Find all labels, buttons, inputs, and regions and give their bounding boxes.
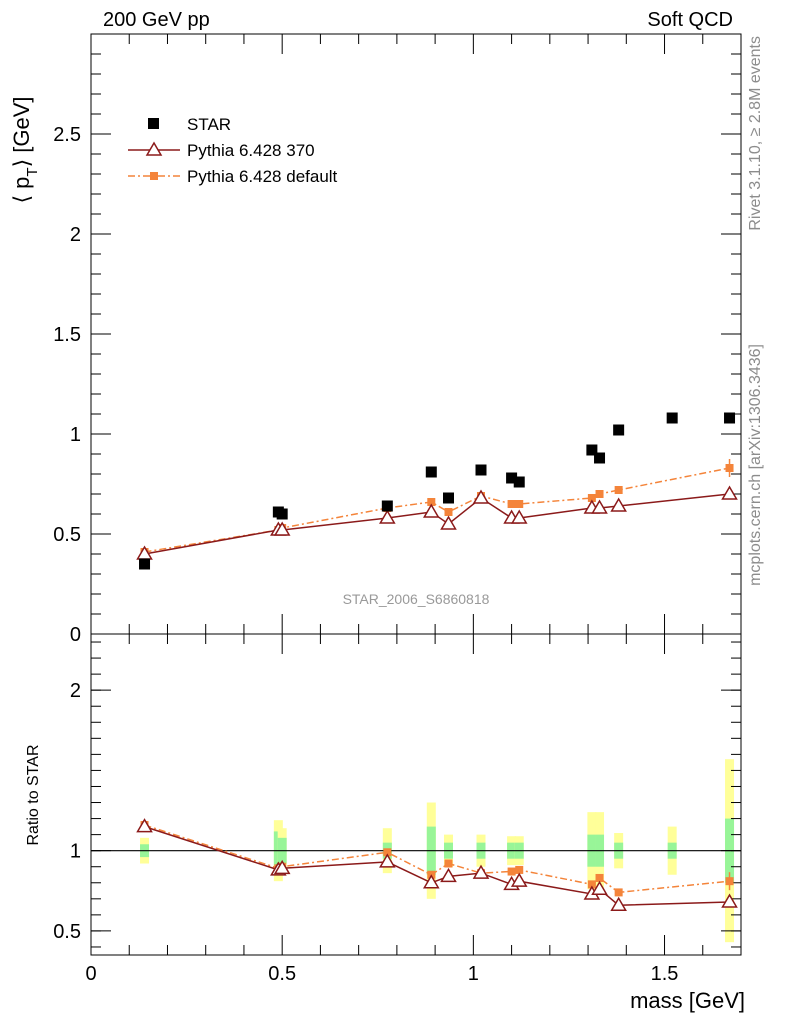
ratio-x-tick-label: 1 (468, 963, 479, 985)
x-axis-label: mass [GeV] (630, 988, 745, 1013)
legend-star-label: STAR (187, 115, 231, 134)
main-y-tick-label: 0 (70, 624, 81, 646)
main-y-tick-label: 2 (70, 224, 81, 246)
header-right-label: Soft QCD (647, 9, 733, 31)
main-star-point (425, 466, 437, 478)
main-star-point (513, 476, 525, 488)
main-y-axis-label: ⟨ pT⟩ [GeV] (9, 96, 41, 203)
ratio-pdefault-point (383, 848, 392, 857)
header-left-label: 200 GeV pp (103, 9, 210, 31)
main-pdefault-point (444, 508, 453, 516)
main-pdefault-line (144, 467, 730, 553)
main-pdefault-point (725, 464, 734, 472)
ratio-p370-point (136, 818, 153, 833)
ratio-x-tick-label: 0 (85, 963, 96, 985)
ratio-x-tick-label: 0.5 (268, 963, 296, 985)
ratio-frame (90, 633, 742, 956)
ratio-y-tick-label: 2 (70, 680, 81, 702)
legend-p370-marker (145, 141, 163, 156)
ratio-x-tick-label: 1.5 (651, 963, 679, 985)
main-y-tick-label: 2.5 (53, 124, 81, 146)
ratio-pdefault-point (587, 880, 596, 889)
ratio-p370-point (591, 880, 608, 895)
ratio-p370-line (144, 825, 730, 906)
main-star-point (724, 412, 736, 424)
ratio-y-tick-label: 1 (70, 841, 81, 863)
ratio-p370-point (510, 872, 528, 887)
ratio-pdefault-point (725, 877, 734, 886)
ratio-p370-point (379, 853, 396, 868)
ratio-p370-point (610, 896, 627, 911)
main-p370-point (591, 499, 608, 514)
main-star-point (276, 508, 288, 520)
main-star-point (475, 464, 487, 476)
ratio-y-tick-label: 0.5 (53, 921, 81, 943)
main-pdefault-point (427, 498, 436, 506)
main-p370-point (379, 509, 396, 524)
legend-pdefault-marker (150, 172, 158, 180)
main-p370-point (422, 503, 440, 518)
legend-p370-label: Pythia 6.428 370 (187, 141, 315, 160)
main-p370-point (440, 515, 457, 530)
main-pdefault-point (595, 490, 604, 498)
legend-star-marker (148, 118, 159, 129)
ratio-pdefault-point (595, 873, 604, 882)
ratio-p370-point (472, 864, 490, 879)
main-p370-point (273, 521, 291, 536)
ratio-p370-point (440, 867, 457, 883)
mcplots-label: mcplots.cern.ch [arXiv:1306.3436] (747, 344, 764, 586)
main-star-point (139, 558, 151, 570)
main-p370-point (610, 497, 627, 512)
ratio-p370-point (721, 893, 738, 908)
main-star-point (586, 444, 598, 456)
ratio-pdefault-line (144, 824, 730, 894)
main-star-point (666, 412, 678, 424)
ratio-pdefault-point (614, 888, 623, 897)
main-star-point (613, 424, 625, 436)
ratio-pdefault-point (507, 867, 516, 876)
main-y-tick-label: 0.5 (53, 524, 81, 546)
ratio-p370-point (273, 859, 291, 875)
ratio-pdefault-point (444, 859, 453, 868)
legend-pdefault-label: Pythia 6.428 default (187, 167, 338, 186)
main-pdefault-point (507, 500, 516, 508)
main-star-point (594, 452, 606, 464)
main-star-point (381, 500, 393, 512)
main-y-tick-label: 1.5 (53, 324, 81, 346)
ratio-p370-point (422, 874, 440, 889)
main-y-tick-label: 1 (70, 424, 81, 446)
main-star-point (443, 492, 454, 504)
main-p370-point (510, 509, 528, 524)
analysis-watermark: STAR_2006_S6860818 (343, 591, 490, 607)
main-p370-point (721, 485, 738, 500)
legend: STAR Pythia 6.428 370 Pythia 6.428 defau… (128, 115, 338, 186)
main-pdefault-point (587, 494, 596, 502)
main-p370-line (144, 493, 730, 555)
main-star-point (506, 472, 518, 484)
rivet-version-label: Rivet 3.1.10, ≥ 2.8M events (747, 36, 764, 231)
main-pdefault-point (614, 486, 623, 494)
ratio-y-axis-label: Ratio to STAR (25, 744, 42, 845)
main-p370-point (472, 489, 490, 504)
main-pdefault-point (515, 500, 524, 508)
ratio-pdefault-point (515, 865, 524, 874)
